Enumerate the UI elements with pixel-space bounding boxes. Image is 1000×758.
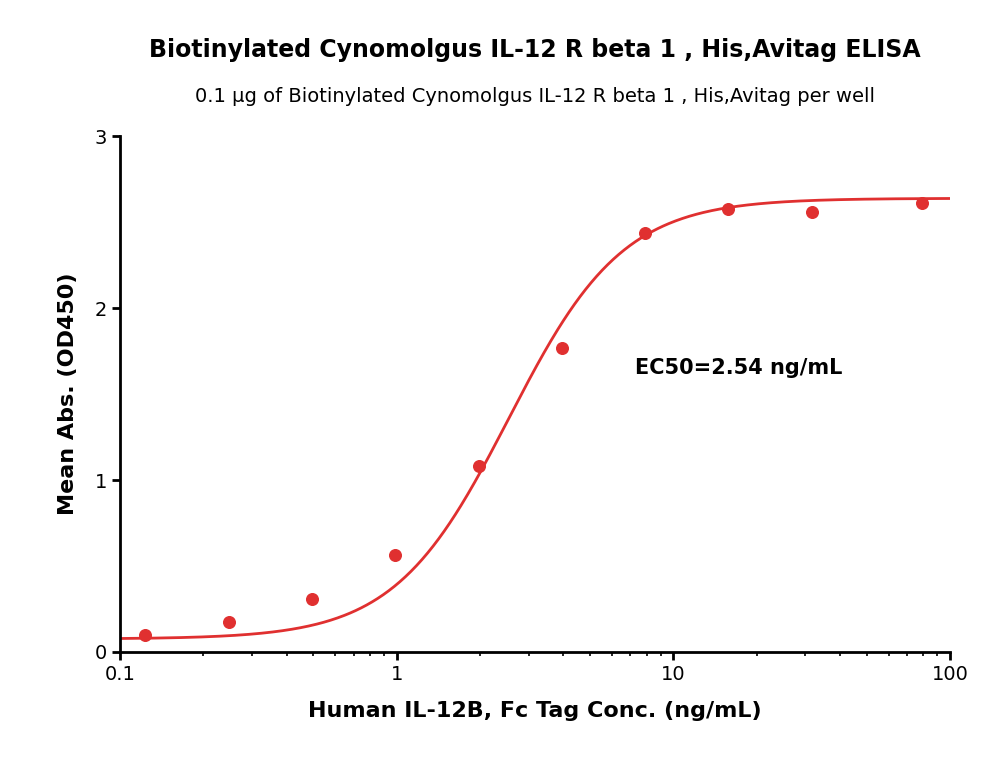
Point: [387, 549, 403, 561]
Point: [137, 629, 153, 641]
X-axis label: Human IL-12B, Fc Tag Conc. (ng/mL): Human IL-12B, Fc Tag Conc. (ng/mL): [308, 700, 762, 721]
Point: [720, 203, 736, 215]
Text: EC50=2.54 ng/mL: EC50=2.54 ng/mL: [635, 359, 842, 378]
Point: [914, 197, 930, 209]
Point: [221, 615, 237, 628]
Point: [471, 460, 487, 472]
Text: 0.1 μg of Biotinylated Cynomolgus IL-12 R beta 1 , His,Avitag per well: 0.1 μg of Biotinylated Cynomolgus IL-12 …: [195, 87, 875, 106]
Point: [804, 206, 820, 218]
Point: [637, 227, 653, 239]
Point: [554, 342, 570, 354]
Text: Biotinylated Cynomolgus IL-12 R beta 1 , His,Avitag ELISA: Biotinylated Cynomolgus IL-12 R beta 1 ,…: [149, 38, 921, 62]
Y-axis label: Mean Abs. (OD450): Mean Abs. (OD450): [58, 273, 78, 515]
Point: [304, 594, 320, 606]
